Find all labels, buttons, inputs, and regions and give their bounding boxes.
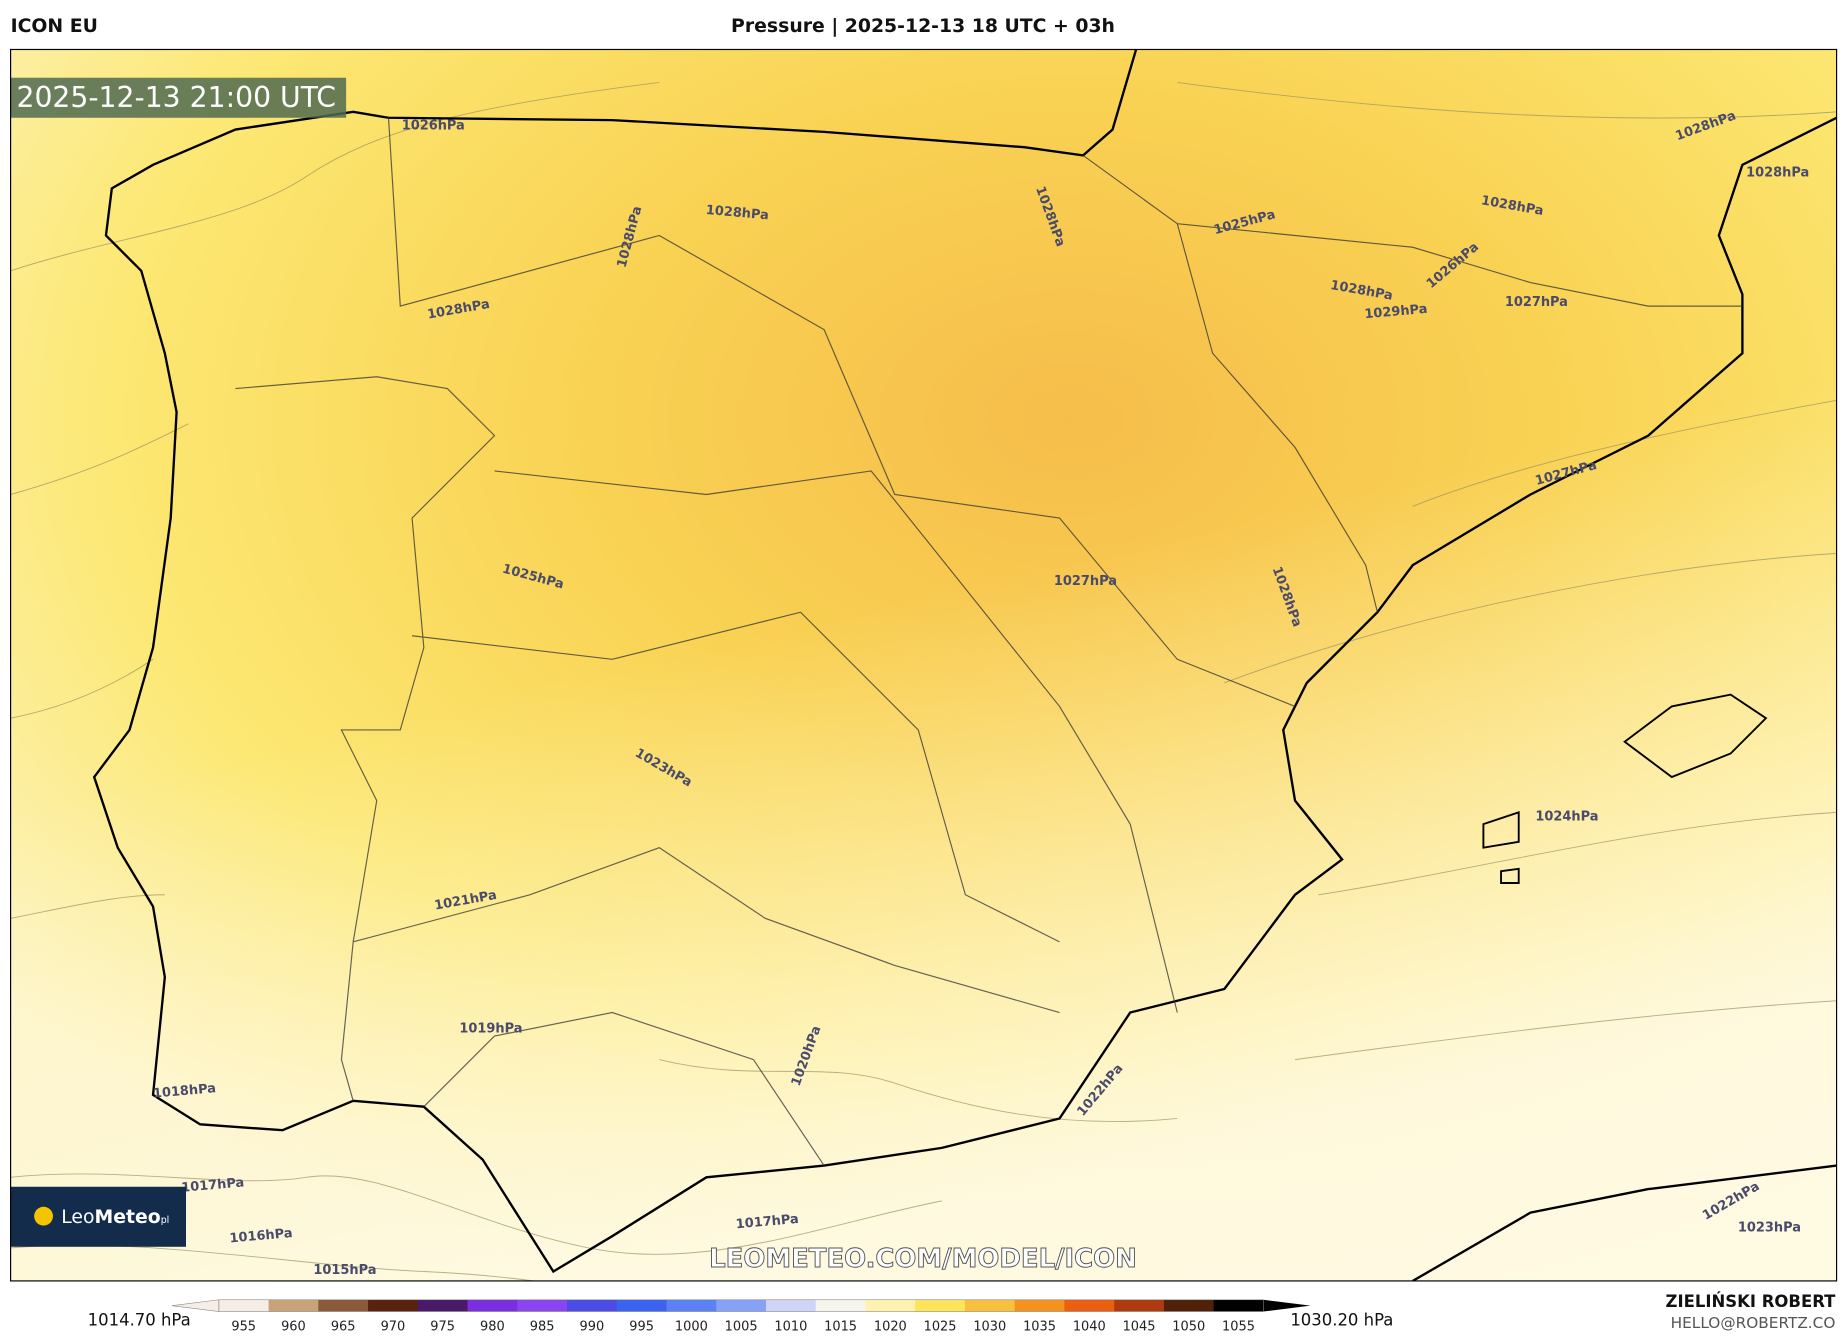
isobar-label: 1027hPa — [1505, 295, 1568, 310]
isobar-label: 1016hPa — [229, 1226, 293, 1246]
isobar-label: 1029hPa — [1364, 302, 1428, 322]
logo-light: Leo — [61, 1207, 94, 1228]
isobar-label: 1017hPa — [181, 1175, 245, 1195]
colorbar-tick-label: 965 — [331, 1319, 356, 1334]
colorbar-tick-label: 1050 — [1172, 1319, 1205, 1334]
isobars — [10, 81, 1837, 1281]
colorbar-segment — [964, 1299, 1016, 1312]
timestamp-box — [10, 77, 347, 118]
colorbar-tick-label: 1040 — [1073, 1319, 1106, 1334]
logo-sun — [34, 1206, 53, 1226]
colorbar-tick-label: 1025 — [924, 1319, 957, 1334]
map-frame — [10, 48, 1838, 1282]
isobar-label: 1024hPa — [1535, 810, 1598, 825]
colorbar-segment — [467, 1299, 518, 1312]
colorbar-frame — [218, 1299, 1264, 1312]
isobar-label: 1023hPa — [1738, 1220, 1801, 1235]
email: HELLO@ROBERTZ.CO — [1671, 1314, 1836, 1332]
colorbar-segment — [567, 1299, 618, 1312]
pressure-field-south — [10, 49, 1837, 1281]
colorbar-segment — [368, 1299, 419, 1312]
colorbar-tick-label: 995 — [629, 1319, 654, 1334]
colorbar-tick-label: 1055 — [1222, 1319, 1255, 1334]
colorbar-tick-label: 1020 — [874, 1319, 907, 1334]
watermark: LEOMETEO.COM/MODEL/ICON — [709, 1244, 1137, 1274]
colorbar-max: 1030.20 hPa — [1290, 1311, 1393, 1330]
colorbar-segment — [318, 1299, 369, 1312]
colorbar-segment — [616, 1299, 668, 1312]
colorbar-tick-label: 1035 — [1023, 1319, 1056, 1334]
colorbar: 955 960 965 970 975 980 985 990 995 1000 1005 1010 1… — [171, 1299, 1311, 1334]
colorbar-segment — [765, 1299, 817, 1312]
colorbar-end-high — [1263, 1299, 1311, 1312]
colorbar-min: 1014.70 hPa — [88, 1311, 191, 1330]
africa-coast — [1412, 1164, 1837, 1281]
model-name: ICON EU — [11, 16, 98, 37]
isobar-label: 1018hPa — [152, 1081, 216, 1101]
logo-bold: Meteo — [94, 1207, 160, 1228]
colorbar-tick-label: 960 — [281, 1319, 306, 1334]
colorbar-tick-label: 1005 — [725, 1319, 758, 1334]
colorbar-segment — [865, 1299, 916, 1312]
colorbar-tick-label: 985 — [530, 1319, 555, 1334]
colorbar-segment — [1114, 1299, 1165, 1312]
colorbar-tick-label: 1015 — [824, 1319, 857, 1334]
colorbar-tick-label: 1045 — [1123, 1319, 1156, 1334]
isobar-label: 1028hPa — [1746, 166, 1809, 181]
logo-text: LeoMeteopl — [61, 1207, 169, 1228]
colorbar-segment — [268, 1299, 319, 1312]
borders — [235, 117, 1743, 1166]
colorbar-segment — [815, 1299, 867, 1312]
colorbar-segment — [517, 1299, 568, 1312]
author: ZIELIŃSKI ROBERT — [1666, 1292, 1837, 1311]
isobar-label: 1028hPa — [705, 203, 769, 223]
islands — [1482, 693, 1768, 884]
colorbar-tick-label: 990 — [580, 1319, 605, 1334]
colorbar-segment — [1064, 1299, 1115, 1312]
colorbar-segment — [417, 1299, 469, 1312]
colorbar-segment — [1163, 1299, 1215, 1312]
colorbar-segment — [1213, 1299, 1264, 1312]
colorbar-segment — [666, 1299, 717, 1312]
colorbar-segment — [218, 1299, 270, 1312]
colorbar-tick-label: 1030 — [973, 1319, 1006, 1334]
colorbar-segment — [1014, 1299, 1066, 1312]
colorbar-tick-label: 975 — [430, 1319, 455, 1334]
isobar-label: 1019hPa — [459, 1022, 522, 1037]
colorbar-tick-label: 980 — [480, 1319, 505, 1334]
title: Pressure | 2025-12-13 18 UTC + 03h — [731, 16, 1115, 37]
colorbar-tick-label: 970 — [381, 1319, 406, 1334]
timestamp: 2025-12-13 21:00 UTC — [16, 81, 336, 114]
isobar-label: 1027hPa — [1054, 574, 1117, 589]
colorbar-tick-label: 1000 — [675, 1319, 708, 1334]
colorbar-segment — [915, 1299, 966, 1312]
coastline — [92, 49, 1837, 1274]
isobar-label: 1026hPa — [402, 119, 465, 134]
colorbar-segment — [716, 1299, 767, 1312]
colorbar-tick-label: 1010 — [774, 1319, 807, 1334]
isobar-label: 1017hPa — [735, 1212, 799, 1232]
colorbar-tick-label: 955 — [231, 1319, 256, 1334]
isobar-label: 1015hPa — [313, 1263, 376, 1278]
logo-suffix: pl — [161, 1215, 170, 1226]
